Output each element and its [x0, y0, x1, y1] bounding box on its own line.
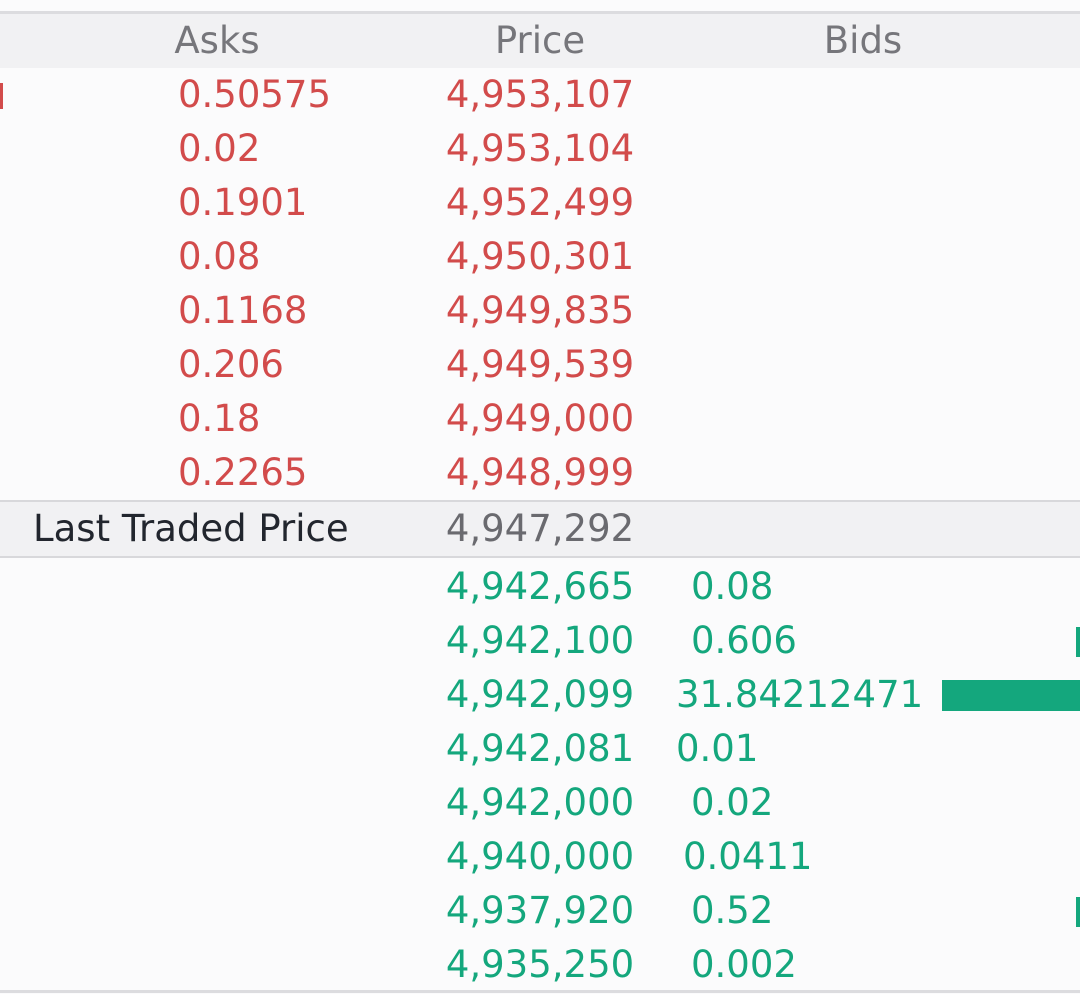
bid-row[interactable]: 4,942,000 0.02	[0, 776, 1080, 830]
bid-price: 4,942,665	[445, 565, 635, 608]
ask-quantity: 0.1168	[178, 289, 308, 332]
ask-quantity: 0.50575	[178, 73, 332, 116]
bid-row[interactable]: 4,942,665 0.08	[0, 560, 1080, 614]
bid-depth-bar	[942, 680, 1080, 711]
bid-quantity: 0.02	[691, 781, 774, 824]
bid-price: 4,935,250	[445, 943, 635, 986]
ask-price: 4,949,000	[445, 397, 635, 440]
bid-depth-bar	[1076, 627, 1080, 657]
bids-column-header: Bids	[823, 19, 903, 62]
bid-price: 4,942,081	[445, 727, 635, 770]
ask-quantity: 0.2265	[178, 451, 308, 494]
bid-quantity: 0.52	[691, 889, 774, 932]
bottom-divider	[0, 990, 1080, 993]
ask-price: 4,953,104	[445, 127, 635, 170]
ask-quantity: 0.206	[178, 343, 284, 386]
last-traded-price-value: 4,947,292	[445, 507, 635, 550]
bid-row[interactable]: 4,935,250 0.002	[0, 938, 1080, 992]
bid-row[interactable]: 4,942,099 31.84212471	[0, 668, 1080, 722]
bid-price: 4,942,099	[445, 673, 635, 716]
ask-price: 4,952,499	[445, 181, 635, 224]
bid-row[interactable]: 4,937,920 0.52	[0, 884, 1080, 938]
ask-quantity: 0.02	[178, 127, 261, 170]
ask-price: 4,950,301	[445, 235, 635, 278]
bid-price: 4,940,000	[445, 835, 635, 878]
ask-row[interactable]: 0.02 4,953,104	[0, 122, 1080, 176]
ask-price: 4,953,107	[445, 73, 635, 116]
bid-quantity: 0.606	[691, 619, 797, 662]
ask-row[interactable]: 0.50575 4,953,107	[0, 68, 1080, 122]
bid-quantity: 0.01	[676, 727, 759, 770]
bid-row[interactable]: 4,942,100 0.606	[0, 614, 1080, 668]
bid-quantity: 0.002	[691, 943, 797, 986]
ask-price: 4,948,999	[445, 451, 635, 494]
bid-price: 4,937,920	[445, 889, 635, 932]
ask-price: 4,949,539	[445, 343, 635, 386]
bid-quantity: 31.84212471	[676, 673, 924, 716]
last-traded-price-label: Last Traded Price	[33, 507, 349, 550]
ask-quantity: 0.18	[178, 397, 261, 440]
ask-row[interactable]: 0.1901 4,952,499	[0, 176, 1080, 230]
bid-price: 4,942,000	[445, 781, 635, 824]
last-traded-price-row: Last Traded Price 4,947,292	[0, 500, 1080, 558]
order-book-header	[0, 14, 1080, 68]
ask-depth-bar	[0, 83, 3, 109]
ask-quantity: 0.08	[178, 235, 261, 278]
bid-quantity: 0.0411	[683, 835, 813, 878]
ask-row[interactable]: 0.08 4,950,301	[0, 230, 1080, 284]
bid-price: 4,942,100	[445, 619, 635, 662]
bid-quantity: 0.08	[691, 565, 774, 608]
bid-row[interactable]: 4,942,081 0.01	[0, 722, 1080, 776]
ask-price: 4,949,835	[445, 289, 635, 332]
ask-row[interactable]: 0.2265 4,948,999	[0, 446, 1080, 500]
top-divider	[0, 11, 1080, 14]
bid-depth-bar	[1076, 897, 1080, 927]
ask-row[interactable]: 0.18 4,949,000	[0, 392, 1080, 446]
ask-row[interactable]: 0.1168 4,949,835	[0, 284, 1080, 338]
asks-column-header: Asks	[174, 19, 260, 62]
bid-row[interactable]: 4,940,000 0.0411	[0, 830, 1080, 884]
ask-row[interactable]: 0.206 4,949,539	[0, 338, 1080, 392]
price-column-header: Price	[494, 19, 586, 62]
ask-quantity: 0.1901	[178, 181, 308, 224]
